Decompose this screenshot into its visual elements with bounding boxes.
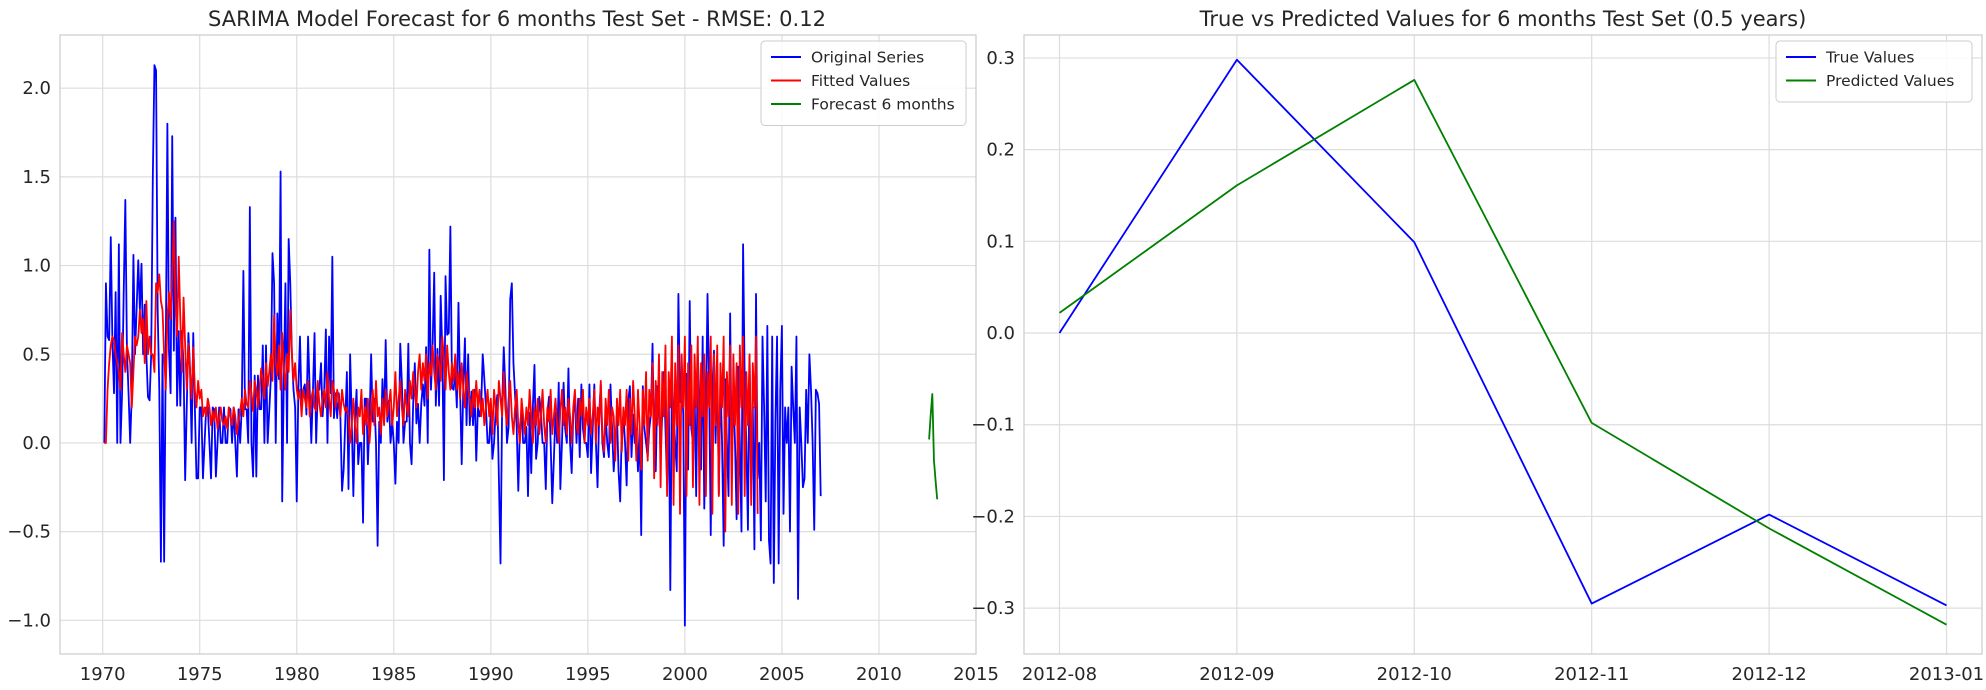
left-x-tick-label: 2000 xyxy=(662,664,708,685)
left-legend-label-fitted-values: Fitted Values xyxy=(811,72,910,90)
left-x-tick-label: 2005 xyxy=(759,664,805,685)
left-x-tick-label: 1995 xyxy=(565,664,611,685)
left-legend-label-forecast-6-months: Forecast 6 months xyxy=(811,96,955,114)
left-y-tick-label: −1.0 xyxy=(7,610,51,631)
left-y-tick-label: −0.5 xyxy=(7,522,51,543)
left-x-tick-label: 1990 xyxy=(468,664,514,685)
right-x-tick-label: 2012-11 xyxy=(1554,664,1629,685)
left-legend-box xyxy=(760,40,967,126)
left-y-tick-label: 2.0 xyxy=(22,78,51,99)
left-x-tick-label: 1980 xyxy=(274,664,320,685)
right-x-tick-label: 2012-10 xyxy=(1377,664,1452,685)
right-chart-title: True vs Predicted Values for 6 months Te… xyxy=(1199,7,1807,31)
right-y-tick-label: −0.2 xyxy=(971,506,1015,527)
right-x-tick-label: 2012-12 xyxy=(1732,664,1807,685)
chart-left: SARIMA Model Forecast for 6 months Test … xyxy=(7,7,999,685)
left-chart-title: SARIMA Model Forecast for 6 months Test … xyxy=(208,7,826,31)
right-legend-label-predicted-values: Predicted Values xyxy=(1826,72,1954,90)
right-legend-label-true-values: True Values xyxy=(1825,49,1915,67)
left-y-tick-label: 1.5 xyxy=(22,167,51,188)
left-x-tick-label: 2010 xyxy=(856,664,902,685)
left-x-tick-label: 1975 xyxy=(177,664,223,685)
right-x-tick-label: 2013-01 xyxy=(1909,664,1984,685)
left-y-tick-label: 0.5 xyxy=(22,344,51,365)
left-series-original-series xyxy=(103,64,822,627)
chart-right: True vs Predicted Values for 6 months Te… xyxy=(971,7,1984,685)
left-plot-frame xyxy=(59,34,977,655)
right-y-tick-label: −0.3 xyxy=(971,598,1015,619)
right-plot-frame xyxy=(1023,34,1983,655)
left-x-tick-label: 2015 xyxy=(953,664,999,685)
left-series-forecast-6-months xyxy=(928,393,939,500)
left-legend-label-original-series: Original Series xyxy=(811,49,924,67)
left-y-tick-label: 1.0 xyxy=(22,256,51,277)
right-y-tick-label: −0.1 xyxy=(971,415,1015,436)
right-y-tick-label: 0.2 xyxy=(986,140,1015,161)
right-legend-box xyxy=(1775,40,1973,103)
right-y-tick-label: 0.1 xyxy=(986,231,1015,252)
left-x-tick-label: 1970 xyxy=(80,664,126,685)
right-y-tick-label: 0.0 xyxy=(986,323,1015,344)
left-x-tick-label: 1985 xyxy=(371,664,417,685)
right-x-tick-label: 2012-08 xyxy=(1022,664,1097,685)
left-series-fitted-values xyxy=(104,220,759,533)
right-y-tick-label: 0.3 xyxy=(986,48,1015,69)
left-legend: Original Series Fitted Values Forecast 6 m… xyxy=(760,40,967,126)
right-series-predicted-values xyxy=(1058,79,1947,626)
right-series-true-values xyxy=(1058,58,1947,607)
right-x-tick-label: 2012-09 xyxy=(1199,664,1274,685)
left-y-tick-label: 0.0 xyxy=(22,433,51,454)
right-legend: True Values Predicted Values xyxy=(1775,40,1973,103)
